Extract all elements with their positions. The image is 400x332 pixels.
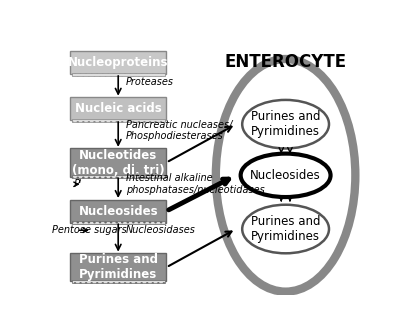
Text: Purines and
Pyrimidines: Purines and Pyrimidines [251,215,320,243]
Text: ENTEROCYTE: ENTEROCYTE [224,52,347,71]
Text: Proteases: Proteases [126,77,174,87]
FancyBboxPatch shape [70,148,166,177]
Text: Nucleotides
(mono, di, tri): Nucleotides (mono, di, tri) [72,148,164,177]
Text: Intestinal alkaline
phosphatases/nucleotidases: Intestinal alkaline phosphatases/nucleot… [126,174,265,195]
Text: Nucleosides: Nucleosides [250,169,321,182]
Text: Nucleosidases: Nucleosidases [126,224,196,234]
FancyBboxPatch shape [70,200,166,223]
Ellipse shape [242,205,329,253]
FancyBboxPatch shape [70,97,166,121]
Ellipse shape [241,154,330,197]
Text: Nucleic acids: Nucleic acids [75,102,162,115]
Text: Nucleoproteins: Nucleoproteins [68,56,168,69]
FancyBboxPatch shape [72,119,165,122]
FancyBboxPatch shape [72,280,165,283]
FancyBboxPatch shape [72,73,165,76]
Text: Purines and
Pyrimidines: Purines and Pyrimidines [251,110,320,138]
Text: Pentose sugars: Pentose sugars [52,225,126,235]
FancyBboxPatch shape [72,221,165,224]
Text: Pancreatic nucleases/
Phosphodiesterases: Pancreatic nucleases/ Phosphodiesterases [126,120,232,141]
Ellipse shape [216,59,355,291]
FancyBboxPatch shape [70,51,166,74]
Text: Purines and
Pyrimidines: Purines and Pyrimidines [79,253,158,281]
Text: Pᴵ: Pᴵ [73,179,81,189]
FancyBboxPatch shape [72,175,165,178]
Ellipse shape [242,100,329,148]
Text: Nucleosides: Nucleosides [78,205,158,217]
FancyBboxPatch shape [70,253,166,282]
